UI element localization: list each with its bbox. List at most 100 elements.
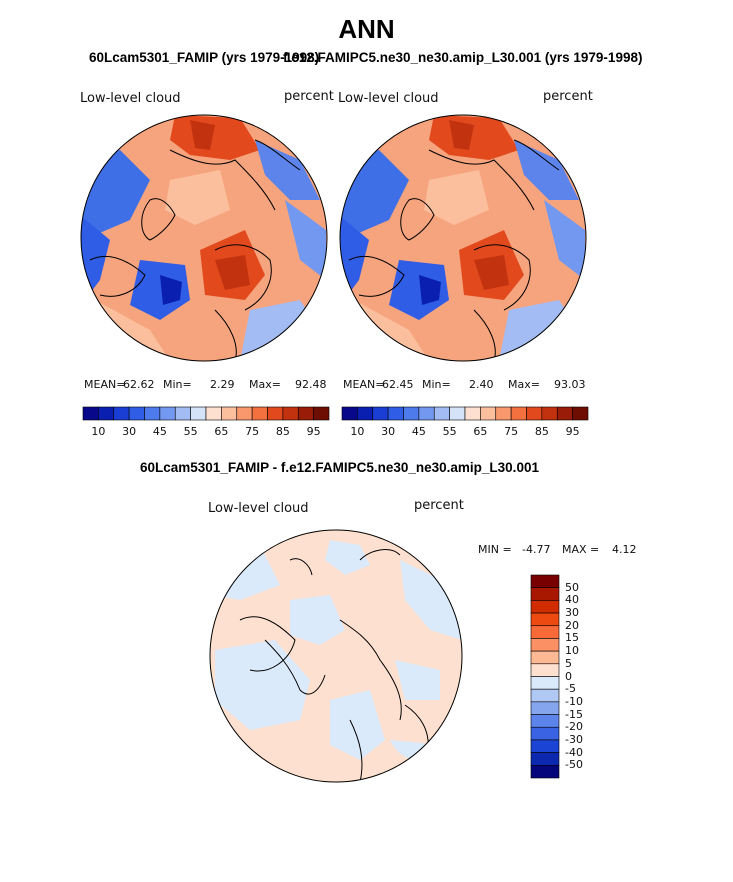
panel1-colorbar-swatch [159, 406, 176, 421]
panel2-map [340, 115, 586, 361]
panel1-colorbar-swatch [98, 406, 115, 421]
difference-colorbar-swatch [530, 574, 560, 588]
difference-colorbar-swatch [530, 739, 560, 753]
diff-min-label: MIN = [478, 543, 512, 556]
panel1-colorbar-swatch [205, 406, 222, 421]
panel2-colorbar-swatch [480, 406, 497, 421]
panel1-min-value: 2.29 [210, 378, 235, 391]
panel1-colorbar-tick-label: 30 [122, 425, 137, 438]
panel1-colorbar-tick-label: 85 [275, 425, 290, 438]
diff-min-value: -4.77 [522, 543, 551, 556]
panel1-colorbar-tick-label: 10 [91, 425, 106, 438]
panel2-colorbar-swatch [403, 406, 420, 421]
panel1-colorbar-tick-label: 75 [245, 425, 260, 438]
panel1-colorbar-swatch [190, 406, 207, 421]
panel1-colorbar [82, 406, 330, 421]
difference-colorbar-swatch [530, 701, 560, 715]
panel1-units-label: percent [284, 89, 334, 104]
panel2-colorbar-tick-label: 30 [381, 425, 396, 438]
panel2-colorbar-swatch [341, 406, 358, 421]
panel1-colorbar-swatch [113, 406, 130, 421]
panel1-colorbar-swatch [128, 406, 145, 421]
difference-colorbar-swatch [530, 625, 560, 639]
difference-colorbar-tick-label: 5 [565, 656, 572, 670]
difference-colorbar-tick-label: 0 [565, 669, 572, 683]
difference-colorbar-swatch [530, 714, 560, 728]
panel1-subtitle: 60Lcam5301_FAMIP (yrs 1979-1998) [89, 50, 320, 65]
difference-colorbar-tick-label: -20 [565, 720, 583, 734]
difference-colorbar-tick-label: 10 [565, 644, 579, 658]
panel2-colorbar-swatch [572, 406, 589, 421]
panel1-colorbar-swatch [282, 406, 299, 421]
difference-colorbar-tick-label: 30 [565, 606, 579, 620]
difference-colorbar-swatch [530, 600, 560, 614]
panel2-colorbar-swatch [357, 406, 374, 421]
panel1-colorbar-swatch [221, 406, 238, 421]
panel1-colorbar-tick-label: 95 [306, 425, 321, 438]
panel2-colorbar-tick-label: 65 [473, 425, 488, 438]
panel2-colorbar-swatch [526, 406, 543, 421]
panel2-variable-label: Low-level cloud [338, 91, 439, 106]
panel1-colorbar-swatch [144, 406, 161, 421]
panel2-colorbar-swatch [387, 406, 404, 421]
panel2-colorbar-swatch [464, 406, 481, 421]
panel1-max-label: Max= [249, 378, 281, 391]
panel2-colorbar-tick-label: 85 [534, 425, 549, 438]
panel1-variable-label: Low-level cloud [80, 91, 181, 106]
panel2-colorbar-swatch [510, 406, 527, 421]
panel2-colorbar-swatch [372, 406, 389, 421]
difference-colorbar-tick-label: 15 [565, 631, 579, 645]
panel2-colorbar-tick-label: 75 [504, 425, 519, 438]
panel1-colorbar-tick-label: 55 [183, 425, 198, 438]
difference-colorbar-swatch [530, 688, 560, 703]
diff-max-value: 4.12 [612, 543, 637, 556]
panel2-colorbar-tick-label: 45 [411, 425, 426, 438]
panel2-colorbar-swatch [418, 406, 435, 421]
panel2-min-value: 2.40 [469, 378, 494, 391]
panel2-units-label: percent [543, 89, 593, 104]
panel2-colorbar-swatch [495, 406, 512, 421]
diff-variable-label: Low-level cloud [208, 501, 309, 516]
difference-colorbar-tick-label: -30 [565, 732, 583, 746]
diff-subtitle: 60Lcam5301_FAMIP - f.e12.FAMIPC5.ne30_ne… [140, 460, 539, 475]
panel1-colorbar-swatch [174, 406, 191, 421]
difference-colorbar-swatch [530, 765, 560, 779]
difference-colorbar-swatch [530, 676, 560, 690]
difference-colorbar-tick-label: -5 [565, 682, 576, 696]
difference-colorbar-tick-label: 20 [565, 618, 579, 632]
difference-colorbar-tick-label: -15 [565, 707, 583, 721]
panel2-colorbar-tick-label: 95 [565, 425, 580, 438]
diff-units-label: percent [414, 498, 464, 513]
difference-colorbar-swatch [530, 587, 560, 601]
panel2-colorbar-swatch [541, 406, 558, 421]
panel1-mean-value: 62.62 [123, 378, 155, 391]
panel2-mean-label: MEAN= [343, 378, 385, 391]
difference-colorbar-tick-label: -40 [565, 745, 583, 759]
panel1-colorbar-tick-label: 65 [214, 425, 229, 438]
panel2-mean-value: 62.45 [382, 378, 414, 391]
difference-colorbar-swatch [530, 726, 560, 741]
panel2-max-value: 93.03 [554, 378, 586, 391]
panel1-max-value: 92.48 [295, 378, 327, 391]
panel2-colorbar-swatch [433, 406, 450, 421]
panel1-colorbar-swatch [236, 406, 253, 421]
panel1-colorbar-swatch [297, 406, 314, 421]
panel1-mean-label: MEAN= [84, 378, 126, 391]
difference-colorbar-tick-label: -50 [565, 758, 583, 772]
panel2-min-label: Min= [422, 378, 451, 391]
difference-colorbar-swatch [530, 612, 560, 627]
panel1-colorbar-swatch [251, 406, 268, 421]
panel2-colorbar [341, 406, 589, 421]
panel2-subtitle: f.e12.FAMIPC5.ne30_ne30.amip_L30.001 (yr… [283, 50, 643, 65]
panel2-colorbar-tick-label: 55 [442, 425, 457, 438]
difference-colorbar-tick-label: 40 [565, 593, 579, 607]
difference-map [210, 530, 462, 782]
difference-colorbar-tick-label: 50 [565, 580, 579, 594]
difference-colorbar-swatch [530, 638, 560, 652]
panel1-map [81, 115, 327, 361]
page-title: ANN [338, 14, 395, 44]
difference-colorbar-swatch [530, 752, 560, 766]
panel2-colorbar-swatch [556, 406, 573, 421]
panel2-max-label: Max= [508, 378, 540, 391]
